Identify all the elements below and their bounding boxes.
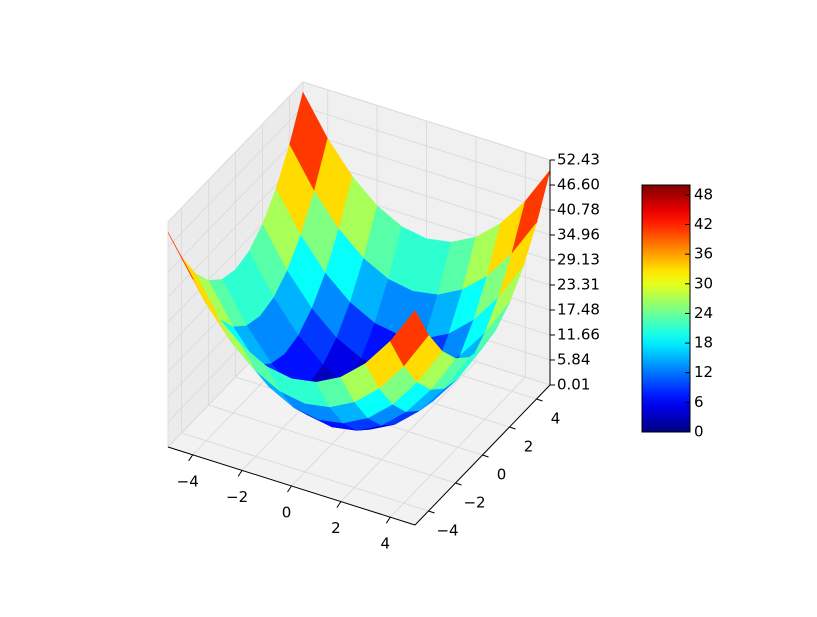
z-grid-line <box>167 81 304 223</box>
y-tick <box>509 426 516 430</box>
colorbar-tick-label: 0 <box>694 423 704 441</box>
y-tick-label: 4 <box>551 410 561 428</box>
axis-line <box>414 384 551 526</box>
surface-facet <box>389 309 429 367</box>
z-tick-label: 46.60 <box>557 176 600 194</box>
z-grid-line <box>302 106 551 186</box>
z-tick-label: 29.13 <box>557 251 600 269</box>
colorbar-gradient <box>641 184 691 433</box>
x-tick-label: 2 <box>331 519 341 537</box>
x-tick <box>287 485 292 493</box>
colorbar-tick-label: 24 <box>694 304 713 322</box>
y-tick <box>455 482 462 486</box>
x-tick <box>385 516 391 524</box>
axes: −4−2024−4−20240.015.8411.6617.4823.3129.… <box>167 151 600 553</box>
surface <box>167 91 551 431</box>
y-grid-line <box>181 432 429 512</box>
x-tick <box>237 470 243 477</box>
y-tick <box>428 510 435 514</box>
x-tick <box>188 454 194 462</box>
z-tick-label: 34.96 <box>557 225 600 243</box>
z-grid-line <box>302 131 551 211</box>
colorbar-tick-label: 12 <box>694 363 713 381</box>
colorbar-tick-label: 36 <box>694 245 713 263</box>
y-tick-label: 2 <box>524 438 534 456</box>
y-tick-label: −4 <box>436 522 458 540</box>
x-tick-label: −2 <box>226 488 248 506</box>
z-grid-line <box>167 106 304 248</box>
colorbar-tick-label: 48 <box>694 185 713 203</box>
y-tick-label: 0 <box>497 466 507 484</box>
colorbar-tick-label: 6 <box>694 393 704 411</box>
axis-line <box>167 446 416 526</box>
colorbar-tick-label: 18 <box>694 334 713 352</box>
z-tick-label: 11.66 <box>557 325 600 343</box>
z-grid-line <box>167 131 304 273</box>
z-tick-label: 52.43 <box>557 151 600 169</box>
z-tick-label: 0.01 <box>557 376 590 394</box>
x-tick-label: 0 <box>282 504 292 522</box>
y-tick <box>482 454 489 458</box>
x-tick <box>336 501 342 508</box>
z-tick-label: 40.78 <box>557 201 600 219</box>
colorbar-tick-label: 30 <box>694 274 713 292</box>
x-tick-label: −4 <box>177 472 199 490</box>
z-tick-label: 17.48 <box>557 301 600 319</box>
colorbar-tick-label: 42 <box>694 215 713 233</box>
colorbar: 0 6 12 18 24 30 36 42 48 <box>641 184 713 441</box>
z-tick-label: 23.31 <box>557 275 600 293</box>
y-grid-line <box>208 404 456 484</box>
z-grid-line <box>302 81 551 161</box>
x-tick-label: 4 <box>381 535 391 553</box>
y-tick <box>536 398 543 402</box>
y-tick-label: −2 <box>463 494 485 512</box>
z-tick-label: 5.84 <box>557 350 590 368</box>
